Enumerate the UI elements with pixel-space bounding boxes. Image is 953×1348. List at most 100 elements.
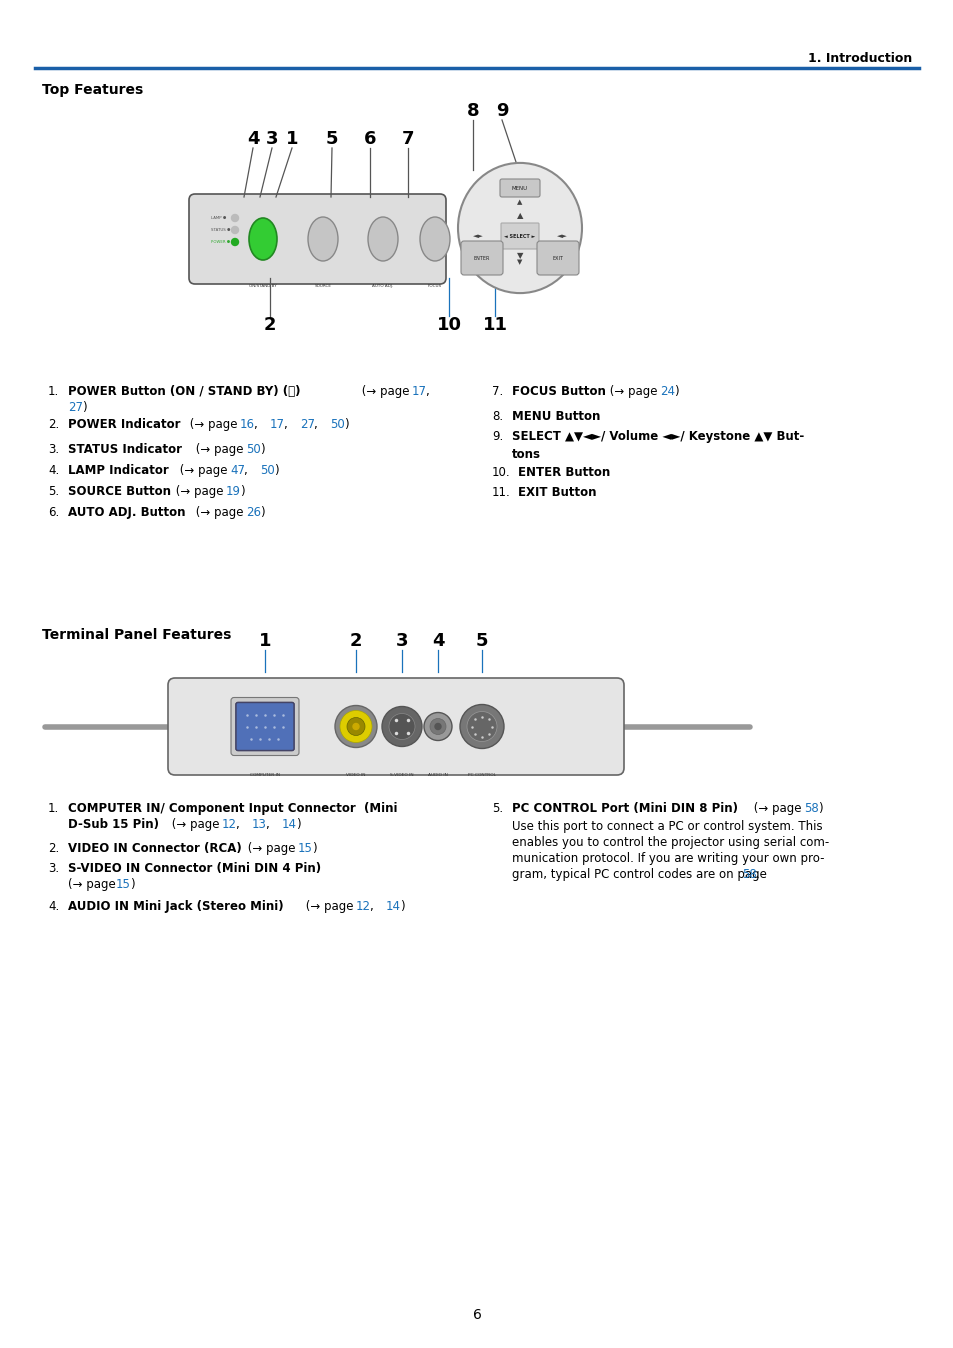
Text: 9: 9 [496,102,508,120]
Text: 3: 3 [266,129,278,148]
Text: enables you to control the projector using serial com-: enables you to control the projector usi… [512,836,828,849]
Text: MENU Button: MENU Button [512,410,599,423]
FancyBboxPatch shape [537,241,578,275]
Text: 2.: 2. [48,418,59,431]
Text: POWER Button (ON / STAND BY) (⏻): POWER Button (ON / STAND BY) (⏻) [68,386,300,398]
Text: 9.: 9. [492,430,503,443]
Text: 12: 12 [355,900,371,913]
Text: ,: , [284,418,292,431]
Text: ,: , [235,818,243,830]
FancyBboxPatch shape [231,697,298,755]
Circle shape [353,724,358,729]
Circle shape [335,705,376,748]
Text: 17: 17 [412,386,427,398]
Text: (→ page: (→ page [192,443,247,456]
Text: ): ) [312,842,316,855]
Text: 1.: 1. [48,802,59,816]
Circle shape [339,710,372,743]
Circle shape [232,239,238,245]
Text: 17: 17 [270,418,285,431]
Text: 5: 5 [325,129,338,148]
Text: POWER Indicator: POWER Indicator [68,418,180,431]
Circle shape [381,706,421,747]
Text: ): ) [240,485,244,497]
Text: 27: 27 [68,400,83,414]
Text: ): ) [295,818,300,830]
Text: 15: 15 [116,878,131,891]
Text: 5: 5 [476,632,488,650]
Text: S-VIDEO IN Connector (Mini DIN 4 Pin): S-VIDEO IN Connector (Mini DIN 4 Pin) [68,861,321,875]
Text: ,: , [370,900,377,913]
Circle shape [467,712,497,741]
Text: STATUS ●: STATUS ● [211,228,230,232]
Text: COMPUTER IN: COMPUTER IN [250,772,280,776]
FancyBboxPatch shape [189,194,446,284]
Text: 2.: 2. [48,842,59,855]
Text: 2: 2 [263,315,276,334]
Text: COMPUTER IN/ Component Input Connector  (Mini: COMPUTER IN/ Component Input Connector (… [68,802,397,816]
Text: 3.: 3. [48,861,59,875]
Text: AUDIO IN Mini Jack (Stereo Mini): AUDIO IN Mini Jack (Stereo Mini) [68,900,283,913]
Text: ENTER: ENTER [474,256,490,260]
Text: (→ page: (→ page [357,386,413,398]
Text: 50: 50 [246,443,260,456]
Ellipse shape [308,217,337,262]
Text: 4.: 4. [48,900,59,913]
Text: ): ) [673,386,678,398]
Text: ,: , [266,818,274,830]
Text: 12: 12 [222,818,236,830]
Text: POWER ●: POWER ● [211,240,230,244]
Text: gram, typical PC control codes are on page: gram, typical PC control codes are on pa… [512,868,770,882]
Text: ,: , [244,464,252,477]
Text: .: . [755,868,759,882]
Text: 50: 50 [330,418,344,431]
Ellipse shape [368,217,397,262]
Text: ▼: ▼ [517,252,522,260]
Text: SELECT ▲▼◄►/ Volume ◄►/ Keystone ▲▼ But-: SELECT ▲▼◄►/ Volume ◄►/ Keystone ▲▼ But- [512,430,803,443]
Text: SOURCE: SOURCE [314,284,331,288]
Text: 58: 58 [803,802,818,816]
Text: ON/STAND BY: ON/STAND BY [249,284,276,288]
Text: 8: 8 [466,102,478,120]
Text: ): ) [344,418,348,431]
Text: ): ) [260,506,264,519]
Text: 14: 14 [282,818,296,830]
Text: AUTO ADJ.: AUTO ADJ. [372,284,394,288]
Circle shape [459,705,503,748]
Text: ◄►: ◄► [472,233,483,239]
Text: 58: 58 [741,868,756,882]
Circle shape [347,717,365,736]
Text: Use this port to connect a PC or control system. This: Use this port to connect a PC or control… [512,820,821,833]
Text: ◄►: ◄► [556,233,567,239]
Text: ,: , [314,418,321,431]
Text: (→ page: (→ page [172,485,227,497]
Text: 11.: 11. [492,487,510,499]
Text: 1: 1 [286,129,298,148]
Circle shape [423,713,452,740]
Circle shape [232,226,238,233]
Text: ◄ SELECT ►: ◄ SELECT ► [504,233,535,239]
Text: 4: 4 [432,632,444,650]
Text: 3: 3 [395,632,408,650]
FancyBboxPatch shape [500,222,538,249]
FancyBboxPatch shape [499,179,539,197]
Text: PC CONTROL: PC CONTROL [468,772,496,776]
Text: 47: 47 [230,464,245,477]
Text: (→ page: (→ page [302,900,356,913]
Text: (→ page: (→ page [192,506,247,519]
Text: tons: tons [512,448,540,461]
Text: 7: 7 [401,129,414,148]
Text: LAMP Indicator: LAMP Indicator [68,464,169,477]
Text: 1. Introduction: 1. Introduction [807,51,911,65]
Text: 8.: 8. [492,410,502,423]
Ellipse shape [249,218,276,260]
Text: FOCUS: FOCUS [428,284,441,288]
Text: ENTER Button: ENTER Button [517,466,610,479]
Text: ,: , [426,386,433,398]
Text: AUTO ADJ. Button: AUTO ADJ. Button [68,506,185,519]
Text: VIDEO IN: VIDEO IN [346,772,365,776]
FancyBboxPatch shape [235,702,294,751]
Text: FOCUS Button: FOCUS Button [512,386,605,398]
Text: 1: 1 [258,632,271,650]
Text: Top Features: Top Features [42,84,143,97]
